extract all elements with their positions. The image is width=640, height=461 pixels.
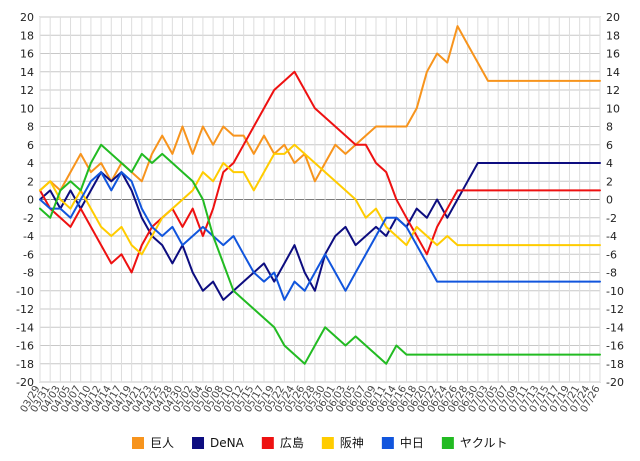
series-layer [39,25,601,365]
legend-label-5: ヤクルト [460,436,508,450]
legend-label-3: 阪神 [340,436,364,450]
legend-swatch-2 [261,437,274,449]
y-tick-label-right: 4 [606,157,613,170]
y-tick-label-left: -2 [23,212,34,225]
series-line-0 [39,25,601,192]
y-tick-label-left: 20 [20,11,34,24]
y-tick-label-right: 0 [606,194,613,207]
y-tick-label-right: -18 [606,358,624,371]
y-tick-label-left: -6 [23,248,34,261]
series-line-4 [39,171,601,301]
legend-swatch-4 [381,437,394,449]
y-tick-label-left: -18 [16,358,34,371]
y-tick-label-right: -6 [606,248,617,261]
y-tick-label-left: 10 [20,102,34,115]
legend-swatch-3 [321,437,334,449]
y-tick-label-left: -8 [23,267,34,280]
legend-swatch-1 [192,437,205,449]
grid-layer [39,16,601,383]
y-tick-label-right: 20 [606,11,620,24]
legend-label-4: 中日 [400,435,424,450]
legend-label-0: 巨人 [150,436,174,450]
y-tick-label-right: -8 [606,267,617,280]
y-tick-label-left: 8 [27,121,34,134]
series-line-5 [39,143,601,365]
y-tick-label-left: -4 [23,230,34,243]
y-tick-label-right: -10 [606,285,624,298]
y-tick-label-right: 6 [606,139,613,152]
y-tick-label-right: 10 [606,102,620,115]
y-tick-label-left: -20 [16,376,34,389]
y-tick-label-left: -12 [16,303,34,316]
y-tick-label-right: -4 [606,230,617,243]
y-tick-label-right: -14 [606,321,624,334]
series-line-2 [39,70,601,274]
y-tick-label-left: -14 [16,321,34,334]
legend-label-2: 広島 [280,435,304,450]
y-tick-label-right: 12 [606,84,620,97]
y-tick-label-left: 0 [27,194,34,207]
y-tick-label-right: -2 [606,212,617,225]
y-tick-label-right: -16 [606,340,624,353]
y-tick-label-left: 16 [20,48,34,61]
legend-swatch-0 [132,437,144,449]
legend: 巨人 DeNA 広島 阪神 中日 ヤクルト [132,435,508,450]
y-tick-label-right: 16 [606,48,620,61]
y-tick-label-left: 14 [20,66,34,79]
y-tick-label-left: 12 [20,84,34,97]
y-tick-label-right: 14 [606,66,620,79]
y-tick-label-left: 18 [20,29,34,42]
legend-label-1: DeNA [210,436,245,450]
y-tick-label-right: 2 [606,175,613,188]
y-tick-label-right: 18 [606,29,620,42]
y-tick-label-left: 6 [27,139,34,152]
y-tick-label-left: -10 [16,285,34,298]
legend-swatch-5 [441,437,454,449]
y-tick-label-left: 2 [27,175,34,188]
series-line-1 [39,162,601,301]
x-axis-labels: 03/2903/3104/0304/0504/0704/1004/1204/14… [19,384,603,414]
y-tick-label-left: -16 [16,340,34,353]
series-line-3 [39,143,601,256]
y-tick-label-right: -12 [606,303,624,316]
y-tick-label-left: 4 [27,157,34,170]
y-tick-label-right: 8 [606,121,613,134]
y-tick-label-right: -20 [606,376,624,389]
